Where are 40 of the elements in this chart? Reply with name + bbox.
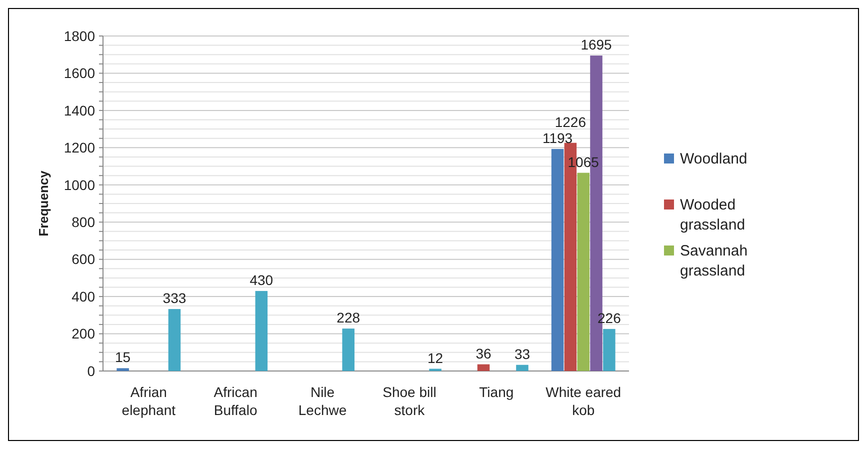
data-label: 1226 bbox=[554, 114, 586, 130]
legend-label: Savannah grassland bbox=[680, 242, 748, 280]
legend-label: Wooded grassland bbox=[680, 196, 746, 234]
data-label: 1695 bbox=[580, 36, 612, 53]
x-tick-label: African Buffalo bbox=[214, 384, 258, 418]
y-tick-label: 1400 bbox=[64, 102, 96, 118]
y-axis-title: Frequency bbox=[36, 170, 51, 236]
y-tick-label: 1600 bbox=[64, 65, 96, 82]
bar bbox=[168, 309, 181, 371]
bar bbox=[116, 368, 129, 371]
x-tick-label: White eared kob bbox=[546, 384, 622, 418]
bar bbox=[551, 148, 564, 371]
bar bbox=[603, 328, 616, 371]
x-tick-label: Tiang bbox=[479, 384, 514, 400]
data-label: 36 bbox=[476, 345, 492, 362]
y-tick-label: 600 bbox=[72, 251, 96, 268]
y-tick-label: 1000 bbox=[64, 176, 96, 193]
x-tick-label: Afrian elephant bbox=[122, 384, 176, 418]
data-label: 333 bbox=[162, 290, 186, 306]
y-tick-label: 200 bbox=[72, 326, 96, 342]
data-label: 1193 bbox=[542, 130, 573, 146]
y-tick-label: 1200 bbox=[64, 140, 96, 156]
bar bbox=[342, 328, 354, 371]
data-label: 12 bbox=[428, 350, 444, 366]
data-label: 33 bbox=[514, 346, 530, 362]
data-label: 430 bbox=[250, 272, 274, 288]
y-tick-label: 400 bbox=[72, 288, 96, 304]
legend-label: Woodland bbox=[680, 150, 748, 168]
bar bbox=[577, 172, 590, 371]
x-tick-label: Shoe bill stork bbox=[382, 384, 436, 418]
bar bbox=[255, 290, 268, 371]
bar bbox=[516, 364, 528, 371]
y-tick-label: 800 bbox=[72, 214, 96, 230]
y-tick-label: 1800 bbox=[64, 28, 96, 44]
data-label: 15 bbox=[115, 349, 131, 366]
data-label: 1065 bbox=[568, 154, 600, 170]
x-tick-label: Nile Lechwe bbox=[298, 384, 347, 418]
data-label: 228 bbox=[336, 310, 360, 326]
bar bbox=[477, 364, 490, 371]
y-tick-label: 0 bbox=[87, 362, 96, 379]
